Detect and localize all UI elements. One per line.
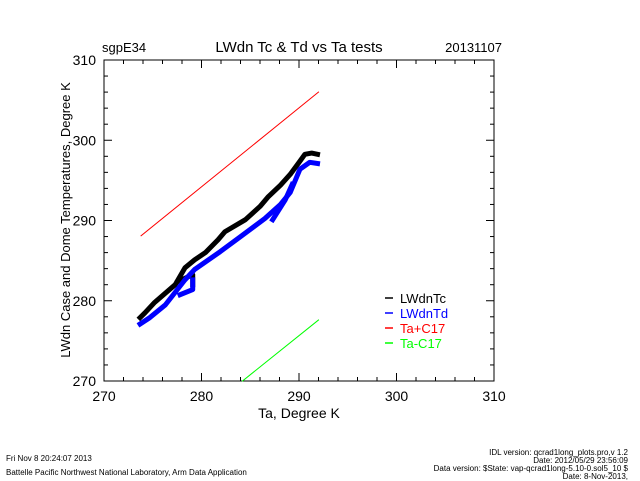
series-lwdntc <box>136 150 321 322</box>
site-label: sgpE34 <box>102 40 146 55</box>
chart-title: LWdn Tc & Td vs Ta tests <box>215 39 382 56</box>
series-lwdntd <box>176 277 196 298</box>
series-ta-c17 <box>140 91 320 237</box>
legend-label: LWdnTc <box>400 291 446 306</box>
date-label: 20131107 <box>445 40 502 55</box>
series-lwdntd <box>136 159 321 328</box>
x-tick-label: 280 <box>190 388 214 404</box>
y-tick-label: 270 <box>73 373 97 389</box>
x-tick-labels: 270 280 290 300 310 <box>92 388 506 404</box>
footer-organization: Battelle Pacific Northwest National Labo… <box>6 468 247 477</box>
y-tick-label: 300 <box>73 132 97 148</box>
footer-timestamp: Fri Nov 8 20:24:07 2013 <box>6 454 92 463</box>
x-axis-label: Ta, Degree K <box>258 405 340 421</box>
series-layer <box>136 91 321 382</box>
y-tick-labels: 270 280 290 300 310 <box>73 52 97 389</box>
footer-data-version: Data version: $State: vap-qcrad1long-5.1… <box>433 464 628 473</box>
y-tick-label: 290 <box>73 213 97 229</box>
x-tick-label: 270 <box>92 388 116 404</box>
y-axis-label: LWdn Case and Dome Temperatures, Degree … <box>58 82 73 358</box>
footer-idl-version: IDL version: qcrad1long_plots.pro,v 1.2 <box>489 448 628 457</box>
y-tick-label: 280 <box>73 293 97 309</box>
x-tick-label: 300 <box>385 388 409 404</box>
footer-data-date: Date: 8-Nov-2013, <box>562 472 628 481</box>
axis-ticks <box>103 59 495 382</box>
legend-label: Ta+C17 <box>400 321 445 336</box>
series-ta-c17 <box>241 319 320 382</box>
y-tick-label: 310 <box>73 52 97 68</box>
footer-idl-date: Date: 2012/05/29 23:56:09 <box>533 456 628 465</box>
series-lwdntd <box>269 181 296 224</box>
legend-label: Ta-C17 <box>400 336 442 351</box>
x-tick-label: 310 <box>482 388 506 404</box>
legend-label: LWdnTd <box>400 306 448 321</box>
x-tick-label: 290 <box>287 388 311 404</box>
